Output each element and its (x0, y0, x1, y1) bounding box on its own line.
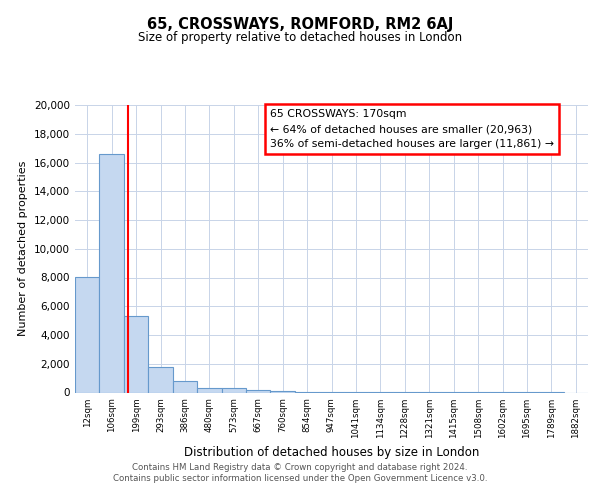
Text: Size of property relative to detached houses in London: Size of property relative to detached ho… (138, 31, 462, 44)
Bar (75, 277, 100, 392)
Bar (124, 316, 148, 392)
Bar (100, 154, 124, 392)
Y-axis label: Number of detached properties: Number of detached properties (19, 161, 28, 336)
Text: Contains public sector information licensed under the Open Government Licence v3: Contains public sector information licen… (113, 474, 487, 483)
Bar (246, 390, 271, 392)
Text: 65, CROSSWAYS, ROMFORD, RM2 6AJ: 65, CROSSWAYS, ROMFORD, RM2 6AJ (147, 18, 453, 32)
Text: 65 CROSSWAYS: 170sqm
← 64% of detached houses are smaller (20,963)
36% of semi-d: 65 CROSSWAYS: 170sqm ← 64% of detached h… (270, 110, 554, 149)
Text: Contains HM Land Registry data © Crown copyright and database right 2024.: Contains HM Land Registry data © Crown c… (132, 462, 468, 471)
Bar (197, 388, 221, 392)
X-axis label: Distribution of detached houses by size in London: Distribution of detached houses by size … (184, 446, 479, 459)
Bar (221, 388, 246, 392)
Bar (148, 368, 173, 392)
Bar (173, 381, 197, 392)
